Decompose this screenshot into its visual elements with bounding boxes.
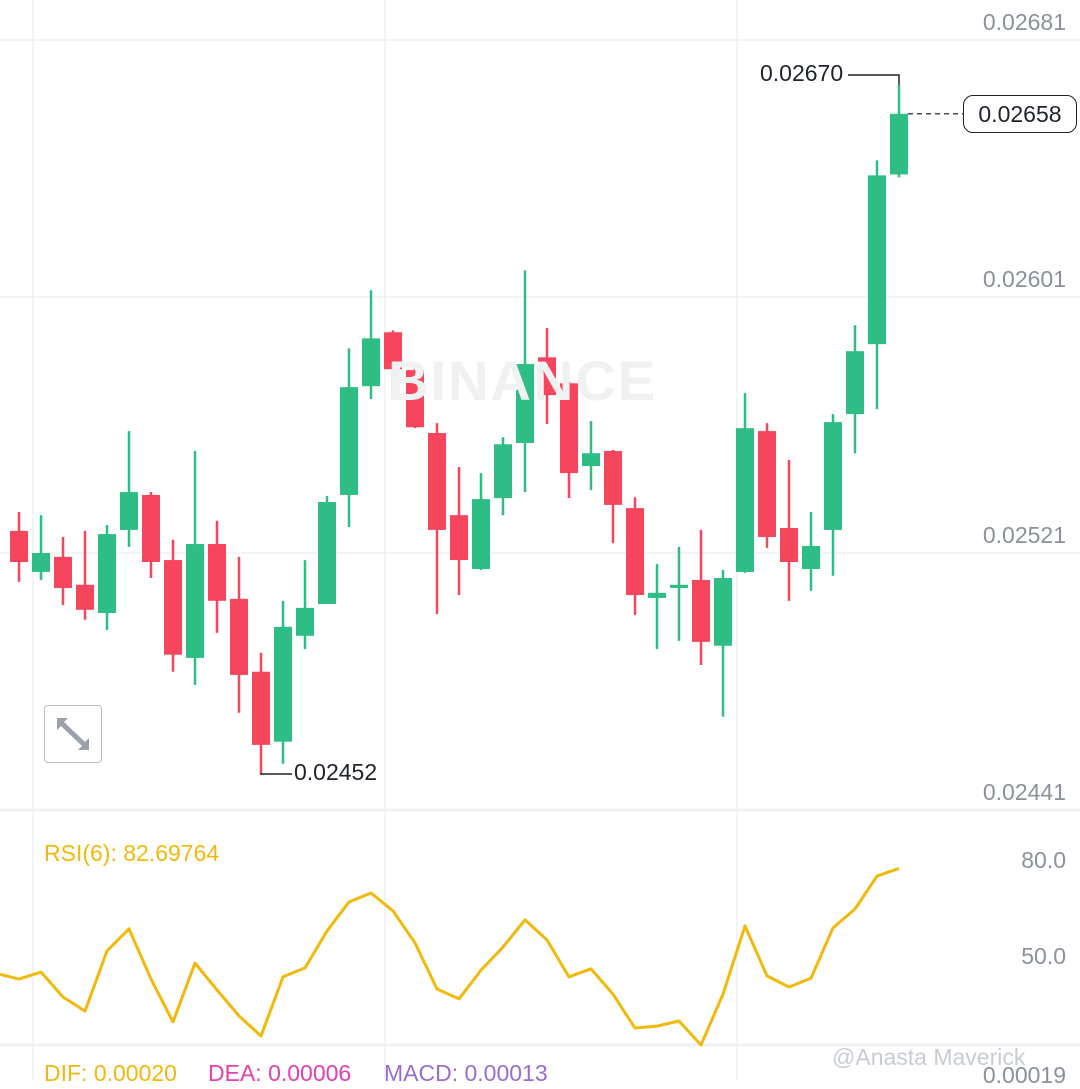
candle-down bbox=[450, 467, 468, 595]
rsi-tick-label: 50.0 bbox=[1021, 943, 1066, 970]
expand-arrows-icon bbox=[53, 714, 93, 754]
candle-body bbox=[582, 453, 600, 466]
candle-body bbox=[626, 508, 644, 595]
candle-up bbox=[846, 325, 864, 453]
candle-up bbox=[802, 512, 820, 591]
candle-down bbox=[54, 537, 72, 605]
candle-down bbox=[252, 653, 270, 775]
candle-down bbox=[428, 423, 446, 614]
candle-up bbox=[824, 414, 842, 576]
candle-body bbox=[802, 546, 820, 569]
candle-down bbox=[780, 460, 798, 601]
candle-body bbox=[868, 175, 886, 344]
candle-up bbox=[362, 290, 380, 399]
rsi-panel bbox=[0, 868, 899, 1045]
candle-body bbox=[890, 114, 908, 175]
candle-body bbox=[186, 544, 204, 658]
candle-body bbox=[318, 502, 336, 604]
candles bbox=[10, 85, 908, 775]
annotations bbox=[261, 75, 963, 775]
candle-down bbox=[626, 497, 644, 615]
candle-down bbox=[604, 450, 622, 543]
candle-body bbox=[142, 495, 160, 562]
candle-body bbox=[714, 578, 732, 646]
candle-body bbox=[846, 351, 864, 414]
candle-body bbox=[32, 553, 50, 572]
candle-up bbox=[868, 160, 886, 409]
candle-body bbox=[428, 433, 446, 530]
candle-body bbox=[824, 422, 842, 530]
candle-body bbox=[604, 451, 622, 505]
candle-up bbox=[472, 473, 490, 570]
candle-body bbox=[230, 599, 248, 675]
candle-up bbox=[736, 393, 754, 573]
candle-body bbox=[54, 557, 72, 588]
y-tick-label: 0.02681 bbox=[983, 9, 1066, 36]
dea-label: DEA: 0.00006 bbox=[208, 1060, 351, 1087]
rsi-label: RSI(6): 82.69764 bbox=[44, 840, 219, 867]
candle-body bbox=[208, 544, 226, 601]
candle-up bbox=[318, 496, 336, 604]
candle-up bbox=[670, 547, 688, 641]
candle-up bbox=[340, 348, 358, 527]
candle-body bbox=[340, 387, 358, 495]
candle-body bbox=[472, 499, 490, 569]
low-leader-line bbox=[261, 774, 292, 775]
candle-up bbox=[714, 570, 732, 717]
high-price-label: 0.02670 bbox=[760, 60, 843, 87]
candle-down bbox=[692, 530, 710, 665]
candle-up bbox=[274, 601, 292, 764]
candle-down bbox=[142, 492, 160, 578]
candle-body bbox=[164, 560, 182, 655]
dif-label: DIF: 0.00020 bbox=[44, 1060, 177, 1087]
candle-body bbox=[76, 585, 94, 610]
candle-up bbox=[494, 437, 512, 515]
candle-down bbox=[76, 531, 94, 620]
candle-body bbox=[780, 528, 798, 562]
candle-up bbox=[98, 525, 116, 630]
high-leader-line bbox=[848, 75, 899, 85]
candle-body bbox=[494, 444, 512, 498]
candle-up bbox=[32, 515, 50, 580]
macd-label: MACD: 0.00013 bbox=[384, 1060, 548, 1087]
candle-up bbox=[296, 560, 314, 649]
candle-up bbox=[186, 451, 204, 685]
current-price-label: 0.02658 bbox=[963, 95, 1077, 133]
rsi-tick-label: 80.0 bbox=[1021, 847, 1066, 874]
candle-up bbox=[582, 421, 600, 490]
y-tick-label: 0.02441 bbox=[983, 779, 1066, 806]
author-credit: @Anasta Maverick bbox=[832, 1044, 1025, 1071]
y-tick-label: 0.02601 bbox=[983, 266, 1066, 293]
candle-body bbox=[670, 585, 688, 588]
candle-up bbox=[648, 564, 666, 649]
candle-body bbox=[692, 580, 710, 642]
candle-down bbox=[164, 540, 182, 672]
candle-up bbox=[120, 431, 138, 547]
candle-body bbox=[758, 431, 776, 537]
candle-body bbox=[362, 338, 380, 386]
candle-body bbox=[120, 492, 138, 530]
candle-body bbox=[98, 534, 116, 613]
candle-body bbox=[648, 593, 666, 598]
candle-body bbox=[252, 672, 270, 745]
y-tick-label: 0.02521 bbox=[983, 522, 1066, 549]
candle-body bbox=[450, 515, 468, 560]
low-price-label: 0.02452 bbox=[294, 759, 377, 786]
expand-chart-button[interactable] bbox=[44, 705, 102, 763]
candle-down bbox=[10, 512, 28, 582]
candle-body bbox=[736, 428, 754, 572]
candle-down bbox=[758, 423, 776, 548]
candle-body bbox=[296, 608, 314, 636]
rsi-line bbox=[0, 868, 899, 1045]
candle-down bbox=[230, 557, 248, 713]
candle-down bbox=[208, 521, 226, 633]
candle-body bbox=[10, 531, 28, 562]
candle-up bbox=[890, 85, 908, 177]
binance-watermark: BINANCE bbox=[388, 348, 657, 413]
candle-body bbox=[274, 627, 292, 742]
